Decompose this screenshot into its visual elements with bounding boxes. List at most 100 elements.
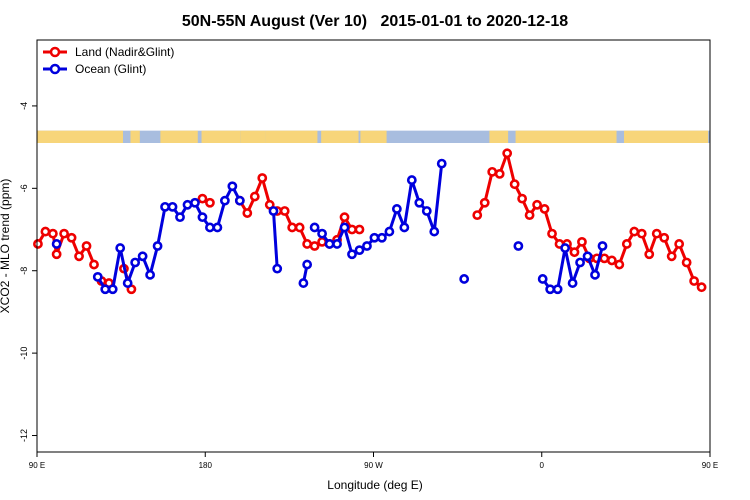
legend: Land (Nadir&Glint) Ocean (Glint) [43,45,174,76]
data-point [66,232,77,243]
data-point [212,222,223,233]
data-point [582,251,593,262]
data-point [234,195,245,206]
x-tick-label: 90 E [702,461,718,470]
data-point [539,204,550,214]
data-point [436,158,447,169]
data-point [552,284,563,295]
data-point [279,206,290,216]
data-point [249,191,260,202]
data-point [399,222,410,233]
data-point [681,257,692,268]
plot-frame [36,39,711,453]
data-point [696,282,707,293]
land-segment [489,130,509,143]
data-point [272,263,283,274]
x-tick-label: 90 W [364,461,383,470]
data-point [59,228,70,239]
data-point [644,249,655,260]
land-ocean-strip [37,130,710,143]
data-point [130,257,141,268]
x-tick-label: 0 [540,461,545,470]
data-point [369,232,380,243]
data-point [502,148,513,159]
data-point [107,284,118,295]
data-point [190,197,200,208]
data-point [347,249,357,260]
data-point [81,241,92,251]
data-point [227,181,238,192]
y-tick-label: -4 [19,102,29,110]
data-point [197,193,208,204]
data-point [391,204,402,214]
data-point [599,253,610,264]
y-tick-label: -10 [19,347,29,360]
data-point [47,228,58,239]
series-line [96,184,242,291]
legend-land-label: Land (Nadir&Glint) [75,45,174,59]
data-point [257,173,268,183]
data-point [651,228,662,239]
data-point [421,206,432,216]
data-point [597,241,608,251]
data-point [362,241,372,251]
data-point [590,269,600,280]
data-point [429,226,440,237]
data-point [567,278,578,288]
data-point [547,228,557,239]
data-point [339,222,350,233]
data-point [487,166,498,177]
data-point [302,259,313,270]
data-point [517,193,528,204]
data-point [569,247,580,258]
land-segment [321,130,359,143]
data-point [459,274,470,284]
chart-title: 50N-55N August (Ver 10) 2015-01-01 to 20… [182,13,568,30]
land-segment [130,130,140,143]
data-point [137,251,148,262]
series-line [271,210,279,269]
data-point [494,168,505,179]
data-point [545,284,556,295]
data-point [298,278,309,288]
data-point [287,222,298,233]
data-point [537,274,548,284]
data-point [74,251,84,262]
data-point [509,179,520,190]
land-segment [160,130,198,143]
data-point [636,228,647,239]
data-point [51,239,62,249]
data-point [152,241,163,251]
data-point [532,199,542,210]
data-point [377,232,387,243]
data-point [629,226,640,237]
land-segment [265,130,318,143]
legend-ocean-marker [49,63,61,75]
data-point [674,239,685,249]
data-point [205,197,215,208]
y-tick-label: -12 [19,429,29,442]
y-tick-label: -8 [19,267,29,275]
data-point [197,212,208,223]
land-segment [515,130,617,143]
series-layer [33,148,707,295]
y-tick-label: -6 [19,184,29,192]
data-point [577,236,587,247]
data-point [347,224,357,235]
data-point [40,226,51,237]
data-point [100,284,111,295]
x-tick-label: 180 [199,461,213,470]
series-line [475,151,703,289]
data-point [205,222,215,233]
data-point [268,206,279,216]
land-segment [624,130,709,143]
data-point [666,251,677,262]
x-axis: 90 E 180 90 W 0 90 E [29,452,718,470]
data-point [167,201,178,212]
legend-ocean-label: Ocean (Glint) [75,62,146,76]
data-point [317,228,327,239]
data-point [175,212,185,223]
series-1 [51,158,608,295]
data-point [219,195,230,206]
